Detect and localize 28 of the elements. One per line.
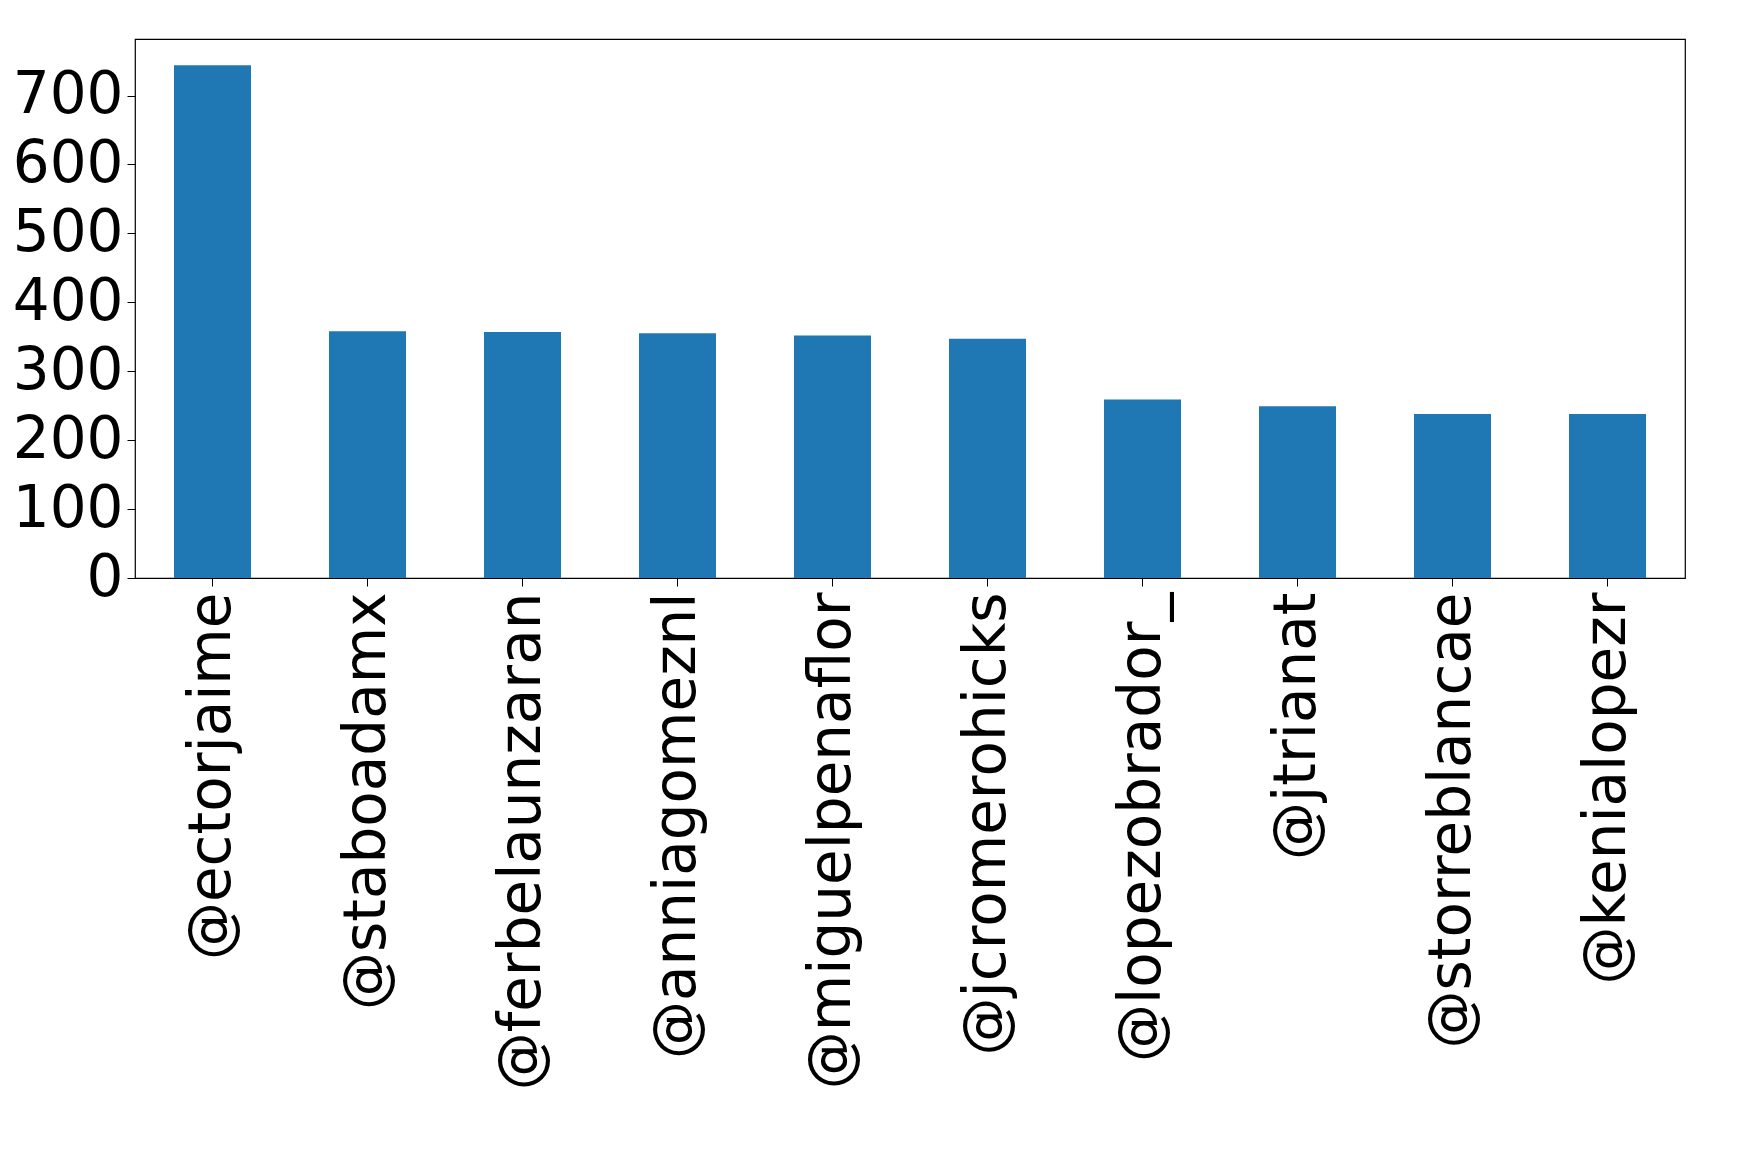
x-tick-label: @storreblancae bbox=[1415, 592, 1484, 1049]
y-tick-label: 500 bbox=[12, 196, 124, 265]
bar bbox=[1414, 413, 1491, 578]
bar bbox=[1104, 399, 1181, 578]
x-tick-label: @kenialopezr bbox=[1570, 592, 1639, 985]
y-tick-label: 0 bbox=[86, 541, 124, 610]
x-tick-label: @miguelpenaflor bbox=[795, 592, 864, 1090]
x-tick-label: @ferbelaunzaran bbox=[485, 592, 554, 1091]
bar bbox=[1259, 406, 1336, 578]
bar bbox=[329, 331, 406, 578]
y-tick-label: 200 bbox=[12, 403, 124, 472]
y-tick-label: 100 bbox=[12, 472, 124, 541]
y-tick-label: 700 bbox=[12, 59, 124, 128]
y-tick-label: 600 bbox=[12, 127, 124, 196]
x-tick-label: @lopezobrador_ bbox=[1105, 591, 1174, 1062]
bar bbox=[949, 338, 1026, 578]
bar bbox=[794, 335, 871, 578]
y-tick-label: 300 bbox=[12, 334, 124, 403]
x-tick-label: @ectorjaime bbox=[175, 592, 244, 961]
bar bbox=[484, 331, 561, 578]
bar bbox=[1569, 413, 1646, 578]
x-tick-label: @jtrianat bbox=[1260, 592, 1329, 860]
x-tick-label: @jcromerohicks bbox=[950, 592, 1019, 1056]
y-tick-label: 400 bbox=[12, 265, 124, 334]
bar bbox=[639, 333, 716, 578]
x-tick-label: @staboadamx bbox=[330, 592, 399, 1011]
x-tick-label: @anniagomeznl bbox=[640, 592, 709, 1060]
bar bbox=[174, 65, 251, 578]
